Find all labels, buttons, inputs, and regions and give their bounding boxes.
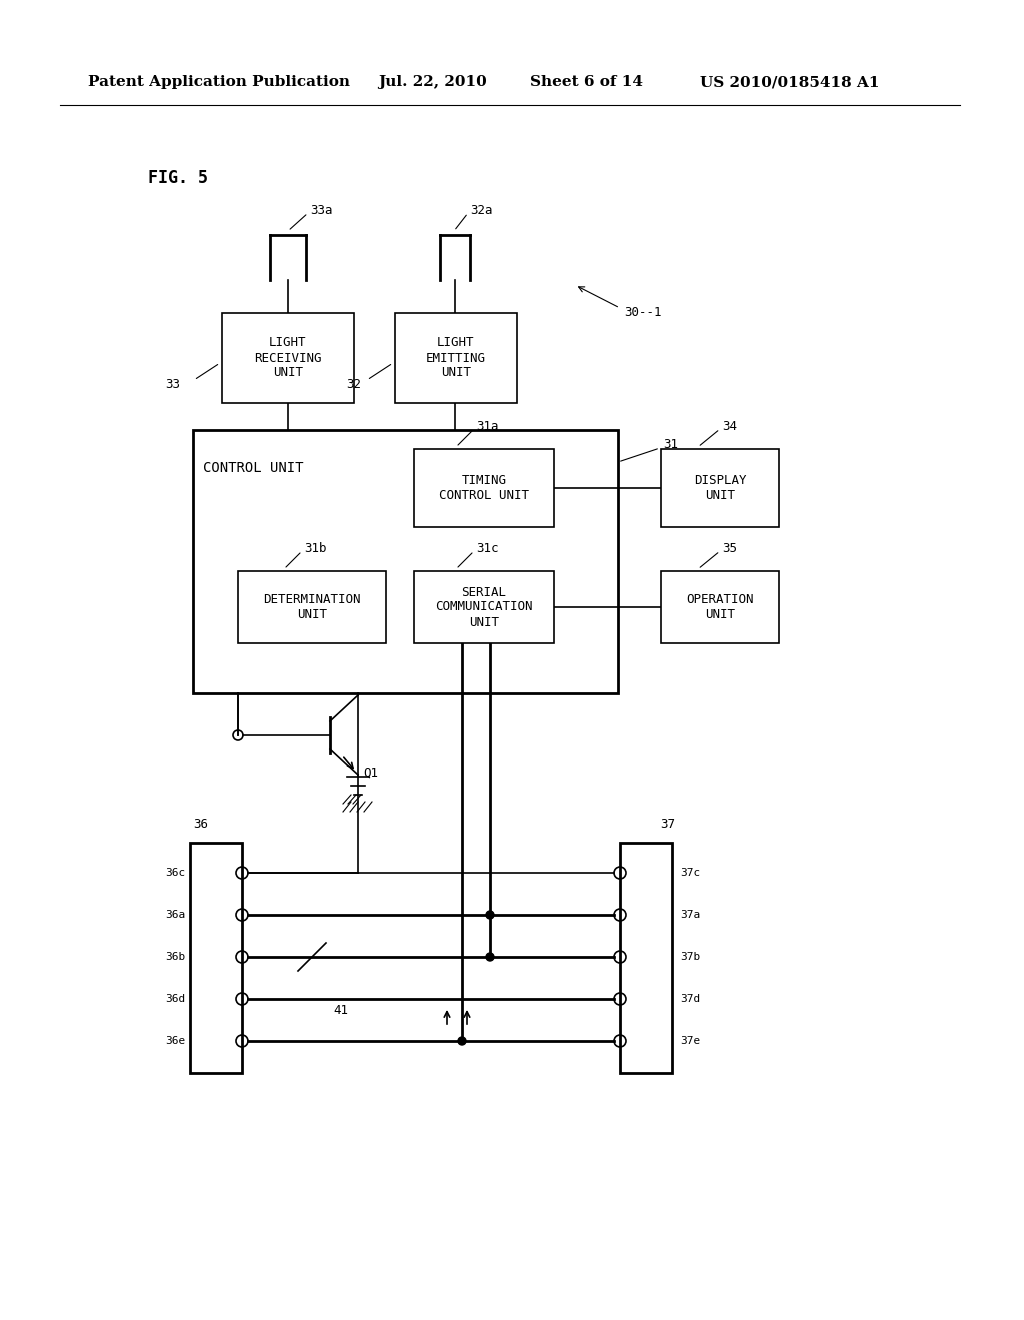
Text: Sheet 6 of 14: Sheet 6 of 14 (530, 75, 643, 88)
Bar (620, 843, 672, 1073)
Bar (662, 572, 779, 643)
Bar (222, 313, 354, 403)
Text: SERIAL
COMMUNICATION
UNIT: SERIAL COMMUNICATION UNIT (435, 586, 532, 628)
Bar (414, 449, 554, 527)
Text: 33: 33 (165, 378, 180, 391)
Text: 30--1: 30--1 (624, 305, 662, 318)
Text: 36e: 36e (165, 1036, 185, 1045)
Text: 34: 34 (722, 420, 737, 433)
Circle shape (458, 1038, 466, 1045)
Text: Q1: Q1 (362, 767, 378, 780)
Text: OPERATION
UNIT: OPERATION UNIT (686, 593, 754, 620)
Bar (395, 313, 517, 403)
Text: DETERMINATION
UNIT: DETERMINATION UNIT (263, 593, 360, 620)
Text: DISPLAY
UNIT: DISPLAY UNIT (693, 474, 746, 502)
Text: 37c: 37c (680, 869, 700, 878)
Text: LIGHT
EMITTING
UNIT: LIGHT EMITTING UNIT (426, 337, 486, 380)
Text: 32: 32 (346, 378, 361, 391)
Text: US 2010/0185418 A1: US 2010/0185418 A1 (700, 75, 880, 88)
Text: 36a: 36a (165, 909, 185, 920)
Text: 31c: 31c (476, 541, 499, 554)
Text: 31: 31 (663, 438, 678, 451)
Bar (193, 430, 618, 693)
Bar (238, 572, 386, 643)
Text: 36d: 36d (165, 994, 185, 1005)
Text: 36b: 36b (165, 952, 185, 962)
Text: 37a: 37a (680, 909, 700, 920)
Text: 33a: 33a (310, 203, 333, 216)
Circle shape (486, 953, 494, 961)
Text: 36: 36 (194, 818, 209, 832)
Text: LIGHT
RECEIVING
UNIT: LIGHT RECEIVING UNIT (254, 337, 322, 380)
Text: CONTROL UNIT: CONTROL UNIT (203, 461, 303, 475)
Text: 37d: 37d (680, 994, 700, 1005)
Bar (414, 572, 554, 643)
Text: 31b: 31b (304, 541, 327, 554)
Text: Jul. 22, 2010: Jul. 22, 2010 (378, 75, 486, 88)
Text: FIG. 5: FIG. 5 (148, 169, 208, 187)
Text: 37: 37 (660, 818, 676, 832)
Text: 32a: 32a (470, 203, 493, 216)
Circle shape (486, 911, 494, 919)
Text: 37b: 37b (680, 952, 700, 962)
Text: 37e: 37e (680, 1036, 700, 1045)
Bar (190, 843, 242, 1073)
Bar (662, 449, 779, 527)
Text: 31a: 31a (476, 420, 499, 433)
Text: 35: 35 (722, 541, 737, 554)
Text: 36c: 36c (165, 869, 185, 878)
Text: TIMING
CONTROL UNIT: TIMING CONTROL UNIT (439, 474, 529, 502)
Text: 41: 41 (334, 1005, 348, 1018)
Text: Patent Application Publication: Patent Application Publication (88, 75, 350, 88)
